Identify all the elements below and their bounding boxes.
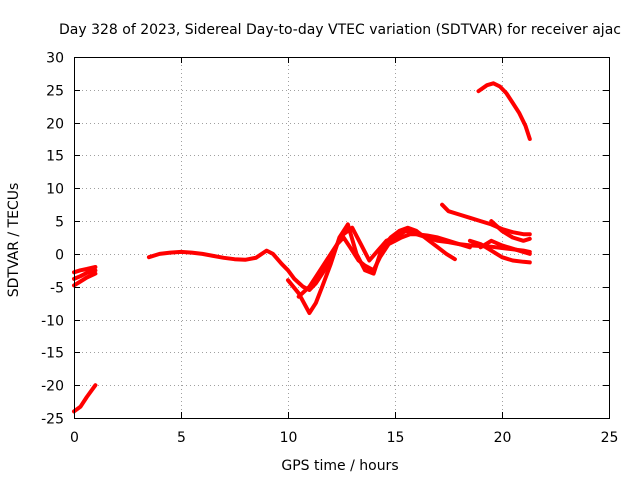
y-tick-label: -10 xyxy=(41,314,64,330)
y-tick-label: 10 xyxy=(46,182,64,198)
y-tick-label: -15 xyxy=(41,346,64,362)
x-tick-label: 25 xyxy=(601,430,619,446)
series-line-arc-2 xyxy=(72,271,98,288)
x-axis-label: GPS time / hours xyxy=(281,458,398,474)
y-tick-label: 0 xyxy=(55,248,64,264)
series-line-arc-12 xyxy=(476,81,532,141)
x-tick-label: 10 xyxy=(280,430,298,446)
series-line-arc-3 xyxy=(72,268,98,281)
y-tick-label: 30 xyxy=(46,51,64,67)
chart-title: Day 328 of 2023, Sidereal Day-to-day VTE… xyxy=(59,22,621,38)
series-line-arc-7 xyxy=(296,225,472,299)
y-tick-label: -20 xyxy=(41,379,64,395)
series-line-arc-6 xyxy=(286,222,457,315)
x-tick-label: 0 xyxy=(70,430,79,446)
plot-frame xyxy=(74,57,610,419)
series-line-arc-10 xyxy=(478,238,532,256)
y-tick-label: 5 xyxy=(55,215,64,231)
x-tick-label: 20 xyxy=(494,430,512,446)
x-axis: 0 5 10 15 20 25 xyxy=(70,57,618,446)
y-tick-label: 25 xyxy=(46,84,64,100)
x-tick-label: 15 xyxy=(387,430,405,446)
y-tick-label: 20 xyxy=(46,117,64,133)
series-line-arc-9 xyxy=(467,238,532,265)
series-line-arc-4 xyxy=(72,383,98,414)
y-tick-label: -25 xyxy=(41,412,64,428)
series-group xyxy=(72,81,532,414)
series-line-arc-11 xyxy=(489,219,532,243)
y-axis-label: SDTVAR / TECUs xyxy=(6,183,22,298)
y-tick-label: 15 xyxy=(46,149,64,165)
y-axis: -25 -20 -15 -10 -5 0 5 10 15 20 25 30 xyxy=(41,51,609,428)
y-tick-label: -5 xyxy=(50,281,64,297)
x-tick-label: 5 xyxy=(177,430,186,446)
series-line-arc-8 xyxy=(440,202,532,237)
series-line-arc-1 xyxy=(72,265,98,275)
